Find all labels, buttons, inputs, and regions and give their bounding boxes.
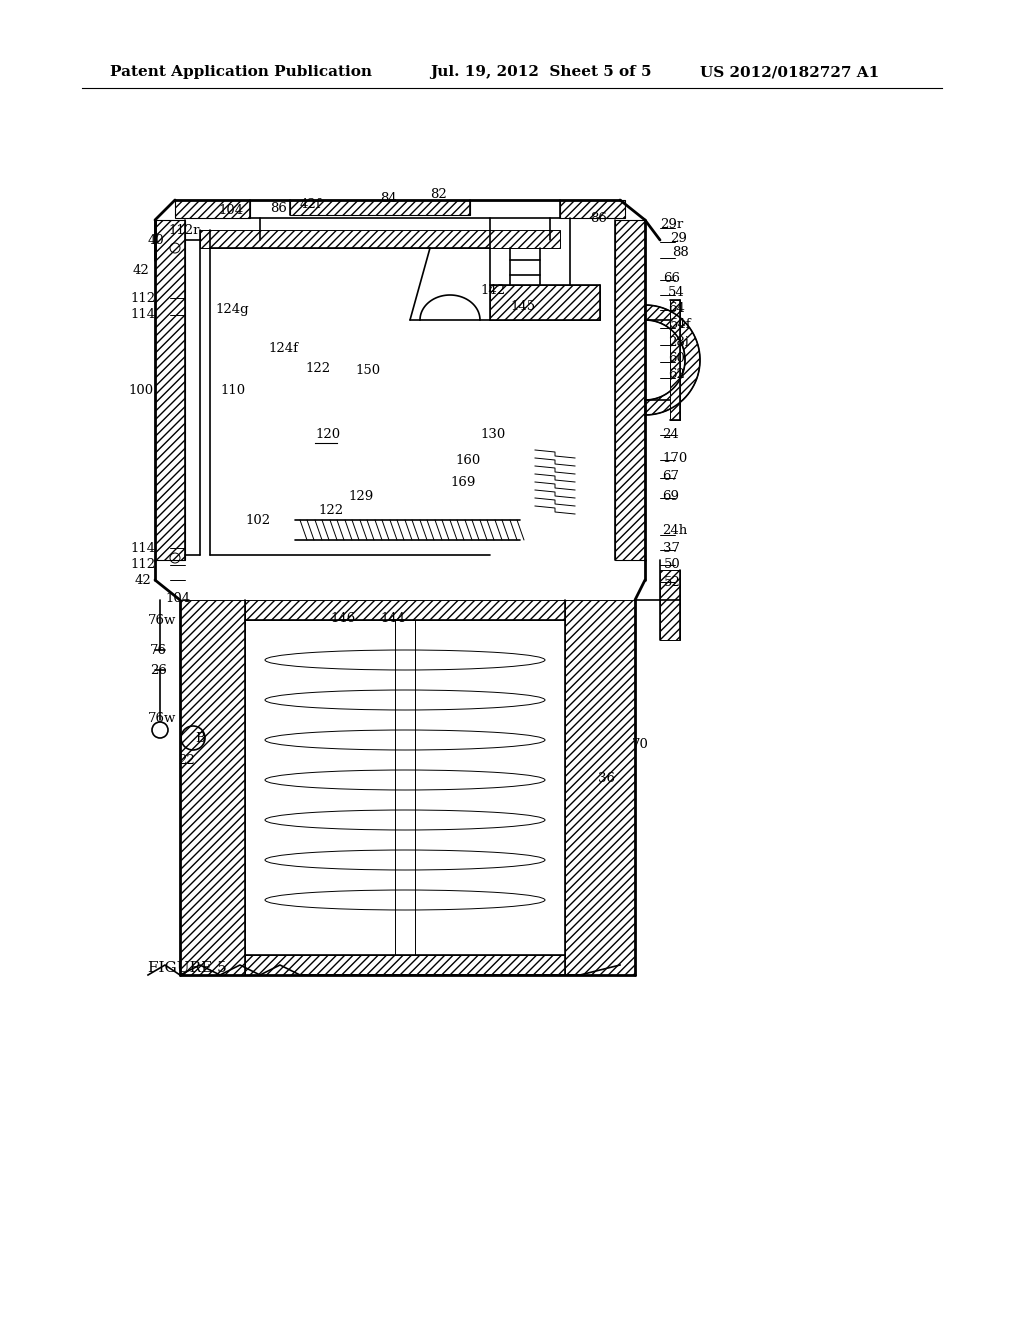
Text: 124f: 124f [268, 342, 298, 355]
Text: 104: 104 [165, 591, 190, 605]
Text: 40: 40 [148, 234, 165, 247]
Text: 70: 70 [632, 738, 649, 751]
Text: 150: 150 [355, 363, 380, 376]
Text: 36: 36 [598, 771, 615, 784]
Text: 76w: 76w [148, 614, 176, 627]
Text: US 2012/0182727 A1: US 2012/0182727 A1 [700, 65, 880, 79]
Text: 42f: 42f [300, 198, 322, 211]
Polygon shape [155, 220, 185, 560]
Text: 50: 50 [664, 557, 681, 570]
Text: 114: 114 [130, 309, 155, 322]
Text: 22: 22 [178, 754, 195, 767]
Text: 64: 64 [668, 301, 685, 314]
Text: 84: 84 [380, 191, 396, 205]
Text: 76w: 76w [148, 711, 176, 725]
Polygon shape [290, 201, 470, 215]
Text: 67: 67 [662, 470, 679, 483]
Text: 145: 145 [510, 300, 536, 313]
Text: 24h: 24h [662, 524, 687, 536]
Text: 102: 102 [245, 513, 270, 527]
Polygon shape [660, 570, 680, 640]
Text: 76: 76 [150, 644, 167, 656]
Text: 42: 42 [135, 573, 152, 586]
Text: 26: 26 [150, 664, 167, 676]
Polygon shape [490, 285, 600, 319]
Text: 142: 142 [480, 284, 505, 297]
Text: 146: 146 [330, 611, 355, 624]
Text: 86: 86 [590, 211, 607, 224]
Text: 29: 29 [670, 231, 687, 244]
Polygon shape [200, 230, 560, 248]
Text: 37: 37 [663, 541, 680, 554]
Text: 42: 42 [133, 264, 150, 276]
Text: 66: 66 [663, 272, 680, 285]
Text: 170: 170 [662, 451, 687, 465]
Text: 29r: 29r [660, 218, 683, 231]
Text: 122: 122 [318, 503, 343, 516]
Text: 28i: 28i [668, 335, 689, 348]
Polygon shape [645, 305, 700, 414]
Text: 100: 100 [128, 384, 154, 396]
Polygon shape [245, 601, 565, 620]
Text: 122: 122 [305, 362, 330, 375]
Text: 130: 130 [480, 429, 505, 441]
Text: 169: 169 [450, 475, 475, 488]
Polygon shape [180, 601, 245, 975]
Polygon shape [245, 954, 565, 975]
Polygon shape [615, 220, 645, 560]
Text: Patent Application Publication: Patent Application Publication [110, 65, 372, 79]
Text: 60: 60 [668, 351, 685, 364]
Text: 114: 114 [130, 541, 155, 554]
Text: 88: 88 [672, 246, 689, 259]
Text: 54f: 54f [670, 318, 691, 331]
Text: 124g: 124g [215, 304, 249, 317]
Text: 82: 82 [430, 189, 446, 202]
Text: B: B [195, 731, 205, 744]
Text: 112: 112 [130, 292, 155, 305]
Text: 86: 86 [270, 202, 287, 214]
Text: 112r: 112r [168, 223, 200, 236]
Text: 24: 24 [662, 429, 679, 441]
Text: 160: 160 [455, 454, 480, 466]
Text: 54: 54 [668, 285, 685, 298]
Text: 129: 129 [348, 490, 374, 503]
Text: 69: 69 [662, 490, 679, 503]
Text: FIGURE 5: FIGURE 5 [148, 961, 226, 975]
Polygon shape [670, 300, 680, 420]
Polygon shape [560, 201, 625, 218]
Text: 62: 62 [668, 368, 685, 381]
Text: 52: 52 [664, 576, 681, 589]
Polygon shape [175, 201, 250, 218]
Text: 120: 120 [315, 429, 340, 441]
Text: 110: 110 [220, 384, 245, 396]
Text: Jul. 19, 2012  Sheet 5 of 5: Jul. 19, 2012 Sheet 5 of 5 [430, 65, 651, 79]
Polygon shape [565, 601, 635, 975]
Text: 144: 144 [380, 611, 406, 624]
Text: 112: 112 [130, 558, 155, 572]
Text: 104: 104 [218, 203, 243, 216]
